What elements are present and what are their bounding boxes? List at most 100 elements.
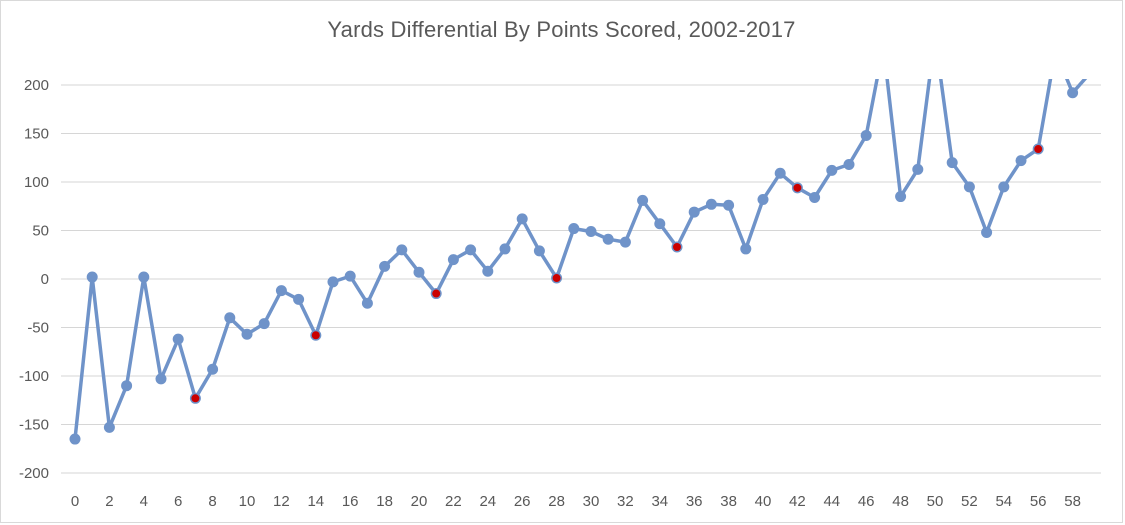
data-point-marker [207,363,219,375]
x-tick-label: 52 [961,493,978,510]
data-point-marker [654,218,666,230]
data-point-marker [1084,68,1095,79]
data-point-marker [344,270,356,282]
y-tick-label: -200 [19,465,49,482]
highlight-data-point-marker [673,242,681,251]
data-point-marker [895,191,907,203]
data-line [73,79,1088,441]
y-tick-label: -150 [19,417,49,434]
data-point-marker [774,167,786,179]
x-tick-label: 24 [479,493,496,510]
data-point-marker [1050,46,1061,57]
data-point-marker [912,163,924,175]
data-point-marker [723,199,735,211]
data-point-marker [637,194,649,206]
data-point-marker [826,164,838,176]
data-point-marker [1015,155,1027,167]
data-point-marker [327,276,339,288]
highlight-data-point-marker [552,274,561,283]
data-point-marker [103,421,115,433]
x-tick-label: 48 [892,493,909,510]
highlight-data-point-marker [793,183,802,192]
data-point-marker [809,192,821,204]
data-point-marker [963,181,975,193]
data-point-marker [998,181,1010,193]
x-tick-label: 0 [71,493,79,510]
y-tick-label: 50 [32,223,49,240]
highlight-data-point-marker [1034,145,1043,154]
x-tick-label: 22 [445,493,462,510]
x-tick-label: 38 [720,493,737,510]
x-tick-label: 28 [548,493,565,510]
gridlines [61,84,1101,474]
data-point-marker [930,31,941,42]
data-point-marker [757,193,769,205]
data-point-marker [981,226,993,238]
data-point-marker [860,129,872,141]
data-point-marker [516,213,528,225]
data-point-marker [740,243,752,255]
data-point-marker [499,243,511,255]
x-tick-label: 12 [273,493,290,510]
data-point-marker [878,41,889,52]
x-tick-label: 10 [239,493,256,510]
x-tick-label: 54 [995,493,1012,510]
x-tick-label: 4 [140,493,148,510]
data-point-marker [241,328,253,340]
data-point-marker [533,245,545,257]
data-point-marker [121,380,133,392]
data-point-marker [224,312,236,324]
data-point-marker [293,293,305,305]
x-tick-label: 44 [823,493,840,510]
x-tick-label: 50 [927,493,944,510]
y-tick-label: -100 [19,368,49,385]
data-point-marker [705,198,717,210]
data-point-marker [1067,87,1079,99]
data-point-marker [138,271,150,283]
data-point-marker [447,254,459,266]
data-point-marker [585,225,597,237]
data-series [69,31,1095,445]
y-tick-label: 0 [41,271,49,288]
x-tick-label: 42 [789,493,806,510]
data-point-marker [843,159,855,171]
data-point-marker [482,265,494,277]
data-point-marker [619,236,631,248]
data-point-marker [258,318,270,330]
y-tick-label: -50 [27,320,49,337]
x-tick-label: 36 [686,493,703,510]
x-axis-tick-labels: 0 2 4 6 8 10 12 14 16 18 20 22 24 26 28 30 32 34 36 38 40 42 4… [71,493,1081,510]
data-point-marker [361,297,373,309]
data-point-marker [602,233,614,245]
x-tick-label: 2 [105,493,113,510]
highlight-data-point-marker [432,289,441,298]
data-point-marker [69,433,81,445]
data-point-marker [946,157,958,169]
data-point-marker [275,285,287,297]
x-tick-label: 40 [755,493,772,510]
y-tick-label: 200 [24,77,49,94]
x-tick-label: 34 [651,493,668,510]
x-tick-label: 56 [1030,493,1047,510]
x-tick-label: 18 [376,493,393,510]
data-point-marker [396,244,408,256]
y-tick-label: 150 [24,126,49,143]
data-point-marker [688,206,700,218]
x-tick-label: 6 [174,493,182,510]
x-tick-label: 14 [307,493,324,510]
y-tick-label: 100 [24,174,49,191]
data-point-marker [568,223,580,235]
x-tick-label: 46 [858,493,875,510]
chart-title: Yards Differential By Points Scored, 200… [327,17,796,42]
x-tick-label: 26 [514,493,531,510]
x-tick-label: 16 [342,493,359,510]
data-point-marker [155,373,167,385]
data-point-marker [379,260,391,272]
data-point-marker [86,271,98,283]
data-point-marker [413,266,425,278]
highlight-data-point-marker [191,394,200,403]
x-tick-label: 30 [583,493,600,510]
data-point-marker [172,333,184,345]
